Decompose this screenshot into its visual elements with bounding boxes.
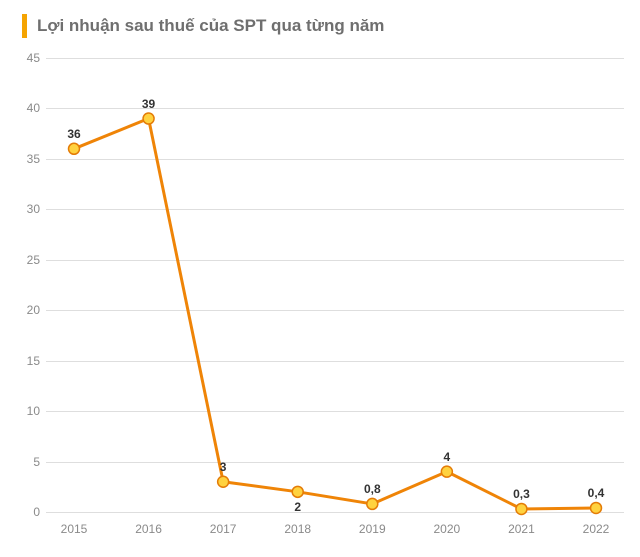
chart-title: Lợi nhuận sau thuế của SPT qua từng năm <box>37 16 384 36</box>
data-marker <box>441 466 452 477</box>
y-tick-label: 5 <box>16 455 40 469</box>
y-tick-label: 30 <box>16 202 40 216</box>
x-tick-label: 2019 <box>359 522 386 536</box>
y-tick-label: 20 <box>16 303 40 317</box>
data-marker <box>292 486 303 497</box>
y-tick-label: 35 <box>16 152 40 166</box>
y-tick-label: 25 <box>16 253 40 267</box>
data-label: 39 <box>142 97 155 111</box>
x-tick-label: 2021 <box>508 522 535 536</box>
y-tick-label: 10 <box>16 404 40 418</box>
x-tick-label: 2016 <box>135 522 162 536</box>
data-label: 0,8 <box>364 482 381 496</box>
x-tick-label: 2018 <box>284 522 311 536</box>
y-tick-label: 15 <box>16 354 40 368</box>
data-marker <box>516 503 527 514</box>
x-tick-label: 2017 <box>210 522 237 536</box>
data-marker <box>591 502 602 513</box>
gridline <box>46 512 624 513</box>
x-tick-label: 2022 <box>583 522 610 536</box>
data-label: 36 <box>67 127 80 141</box>
data-marker <box>367 498 378 509</box>
data-label: 4 <box>444 450 451 464</box>
chart-container: Lợi nhuận sau thuế của SPT qua từng năm … <box>0 0 640 557</box>
y-tick-label: 0 <box>16 505 40 519</box>
x-tick-label: 2020 <box>433 522 460 536</box>
data-label: 0,4 <box>588 486 605 500</box>
data-label: 3 <box>220 460 227 474</box>
plot-area: 0510152025303540452015201620172018201920… <box>46 58 624 512</box>
title-accent-bar <box>22 14 27 38</box>
data-marker <box>69 143 80 154</box>
data-marker <box>218 476 229 487</box>
chart-title-row: Lợi nhuận sau thuế của SPT qua từng năm <box>22 14 622 38</box>
y-tick-label: 45 <box>16 51 40 65</box>
data-marker <box>143 113 154 124</box>
x-tick-label: 2015 <box>61 522 88 536</box>
data-label: 0,3 <box>513 487 530 501</box>
line-series <box>46 58 624 512</box>
y-tick-label: 40 <box>16 101 40 115</box>
data-label: 2 <box>294 500 301 514</box>
